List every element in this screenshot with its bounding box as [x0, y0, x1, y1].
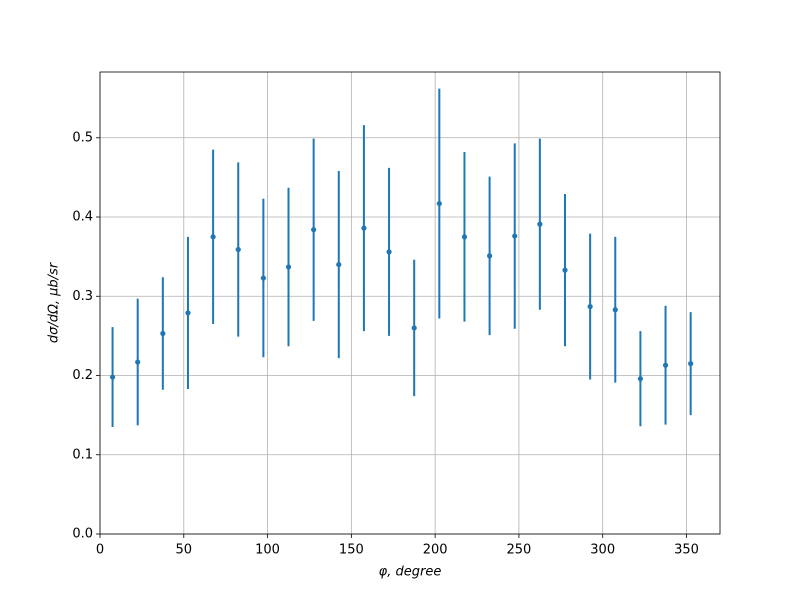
data-point — [235, 246, 241, 253]
x-axis-label: φ, degree — [379, 565, 442, 580]
data-point — [210, 234, 216, 240]
data-point — [562, 267, 568, 273]
y-tick-label: 0.5 — [72, 130, 93, 145]
data-point — [160, 330, 166, 337]
x-tick-label: 150 — [339, 543, 364, 558]
y-tick-label: 0.3 — [72, 289, 93, 304]
x-tick-label: 50 — [176, 543, 193, 558]
data-point — [637, 376, 644, 382]
data-point — [185, 310, 191, 316]
x-tick-label: 300 — [590, 543, 615, 558]
x-tick-label: 200 — [423, 543, 448, 558]
data-point — [285, 264, 292, 270]
x-tick-label: 0 — [96, 543, 104, 558]
x-tick-label: 100 — [255, 543, 280, 558]
data-point — [336, 261, 342, 268]
data-point — [512, 233, 518, 239]
data-point — [311, 227, 317, 233]
data-point — [537, 221, 543, 227]
data-point — [260, 275, 266, 281]
y-tick-label: 0.4 — [72, 210, 93, 225]
y-tick-label: 0.0 — [72, 527, 93, 542]
plot-frame — [99, 71, 721, 535]
y-tick-label: 0.1 — [72, 447, 93, 462]
data-point — [486, 253, 493, 259]
data-point — [662, 362, 669, 368]
data-point — [361, 225, 367, 231]
y-tick-label: 0.2 — [72, 368, 93, 383]
data-point — [436, 200, 442, 207]
data-point — [612, 307, 618, 313]
data-point — [135, 359, 141, 365]
data-point — [461, 234, 468, 240]
data-point — [109, 374, 116, 380]
data-point — [587, 303, 593, 310]
x-tick-label: 250 — [507, 543, 532, 558]
x-tick-label: 350 — [674, 543, 699, 558]
y-axis-label: dσ/dΩ, μb/sr — [47, 261, 62, 343]
data-point — [386, 249, 392, 255]
data-point — [688, 361, 694, 367]
data-point — [411, 325, 417, 331]
